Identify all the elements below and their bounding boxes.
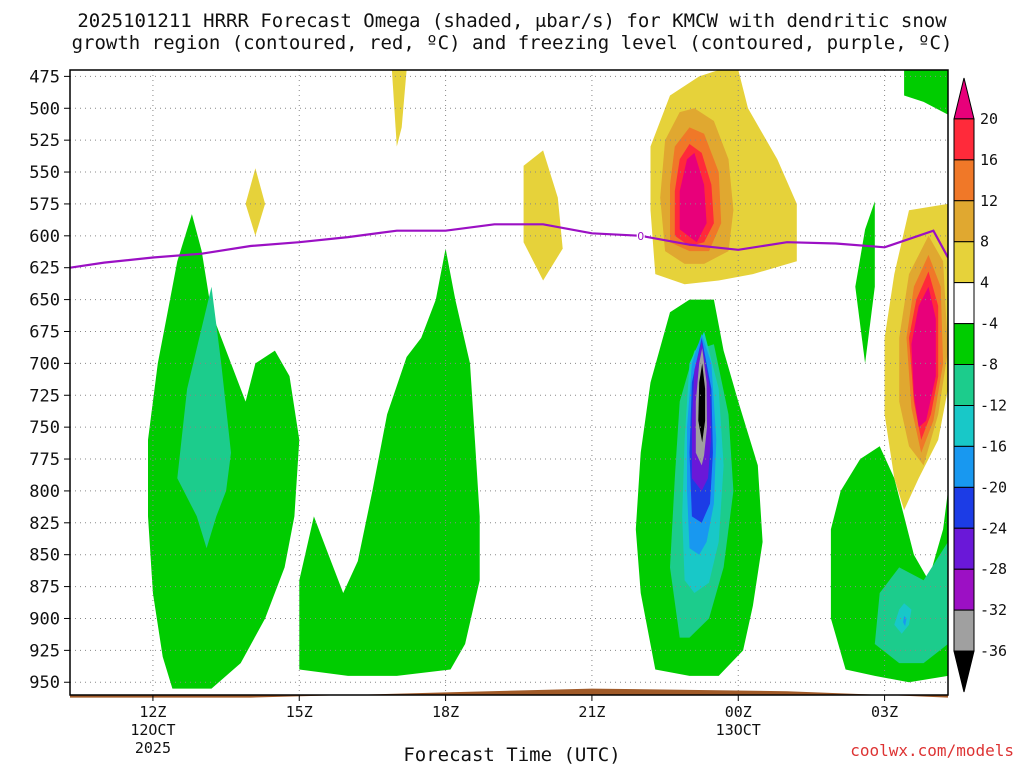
colorbar-bin-9 (953, 445, 975, 488)
y-tick-label-950: 950 (29, 673, 60, 693)
y-tick-label-925: 925 (29, 641, 60, 661)
colorbar-bin-3 (953, 200, 975, 243)
y-tick-label-750: 750 (29, 418, 60, 438)
y-tick-label-525: 525 (29, 131, 60, 151)
omega-shading-layer (148, 70, 948, 689)
colorbar-bin-7 (953, 364, 975, 406)
omega-region-black-center (698, 363, 706, 443)
colorbar-label-10: -24 (980, 519, 1007, 537)
colorbar-bin-10 (953, 486, 975, 529)
freezing-level-line (70, 223, 948, 269)
omega-region-magenta-right (911, 286, 936, 428)
y-tick-label-500: 500 (29, 99, 60, 119)
y-tick-label-800: 800 (29, 482, 60, 502)
colorbar-label-12: -32 (980, 601, 1007, 619)
colorbar-label-4: 4 (980, 274, 989, 292)
omega-region-green-mid-1 (299, 248, 480, 676)
ground-terrain (70, 688, 948, 698)
y-tick-label-875: 875 (29, 578, 60, 598)
y-tick-label-850: 850 (29, 546, 60, 566)
omega-region-magenta-big (679, 152, 707, 243)
freezing-level-label: 0 (637, 230, 644, 243)
x-tick-label-15Z: 15Z (286, 703, 313, 721)
y-axis: 475 500 525 550 575 600 625 650 675 700 725 750 775 8… (29, 67, 70, 693)
omega-region-cyan-right (894, 603, 912, 634)
x-tick-label-21Z: 21Z (578, 703, 605, 721)
colorbar-bin-11 (953, 527, 975, 570)
plot-border (69, 69, 949, 696)
omega-region-yellow-small-2 (523, 150, 563, 281)
omega-region-teal-left-1 (177, 286, 231, 549)
colorbar-label-0: 20 (980, 110, 998, 128)
colorbar-bin-6 (953, 323, 975, 366)
colorbar-bin-5 (953, 282, 975, 325)
y-tick-label-775: 775 (29, 450, 60, 470)
plot-frame (69, 69, 949, 696)
chart-title-line1: 2025101211 HRRR Forecast Omega (shaded, … (77, 10, 947, 32)
colorbar-label-13: -36 (980, 642, 1007, 660)
y-tick-label-725: 725 (29, 386, 60, 406)
y-tick-label-675: 675 (29, 322, 60, 342)
colorbar-bin-1 (953, 118, 975, 161)
y-tick-label-625: 625 (29, 259, 60, 279)
x-tick-label-00Z: 00Z (725, 703, 752, 721)
x-tick-label-03Z: 03Z (871, 703, 898, 721)
colorbar-label-7: -12 (980, 396, 1007, 414)
x-tick-label-12Z: 12Z (139, 703, 166, 721)
y-tick-label-600: 600 (29, 227, 60, 247)
colorbar-label-11: -28 (980, 560, 1007, 578)
ground-layer (70, 688, 948, 698)
omega-region-yellow-top-left (391, 70, 407, 147)
colorbar: 20 16 12 8 4 -4 -8 -12 -16 -20 -24 -28 -32 -36 (953, 77, 1007, 693)
omega-region-yellow-small-1 (245, 168, 266, 236)
omega-region-teal-right (874, 541, 948, 664)
freezing-level-label-bg (636, 229, 645, 242)
colorbar-label-5: -4 (980, 315, 998, 333)
colorbar-bin-4 (953, 241, 975, 284)
y-tick-label-475: 475 (29, 67, 60, 87)
x-tick-label-18Z: 18Z (432, 703, 459, 721)
colorbar-bin-8 (953, 404, 975, 447)
y-tick-label-550: 550 (29, 163, 60, 183)
colorbar-bin-0 (953, 77, 975, 120)
freezing-level-layer: 0 (70, 223, 948, 269)
colorbar-bin-14 (953, 650, 975, 693)
colorbar-label-1: 16 (980, 151, 998, 169)
x-tick-date-00Z: 13OCT (716, 721, 761, 739)
colorbar-bin-2 (953, 159, 975, 202)
colorbar-bin-12 (953, 568, 975, 611)
colorbar-bin-13 (953, 609, 975, 652)
colorbar-label-8: -16 (980, 437, 1007, 455)
omega-region-green-right-1 (855, 201, 875, 364)
site-credit[interactable]: coolwx.com/models (850, 741, 1014, 760)
chart-title-line2: growth region (contoured, red, ºC) and f… (71, 32, 953, 54)
y-tick-label-575: 575 (29, 195, 60, 215)
colorbar-label-6: -8 (980, 356, 998, 374)
colorbar-label-3: 8 (980, 233, 989, 251)
colorbar-label-2: 12 (980, 192, 998, 210)
y-tick-label-825: 825 (29, 514, 60, 534)
x-axis-label: Forecast Time (UTC) (403, 744, 621, 766)
y-tick-label-900: 900 (29, 609, 60, 629)
x-tick-year-12Z: 2025 (135, 739, 171, 757)
y-tick-label-650: 650 (29, 291, 60, 311)
grid-layer (70, 70, 948, 695)
y-tick-label-700: 700 (29, 354, 60, 374)
colorbar-label-9: -20 (980, 478, 1007, 496)
omega-region-green-top-right (904, 70, 948, 115)
x-tick-date-12Z: 12OCT (130, 721, 175, 739)
